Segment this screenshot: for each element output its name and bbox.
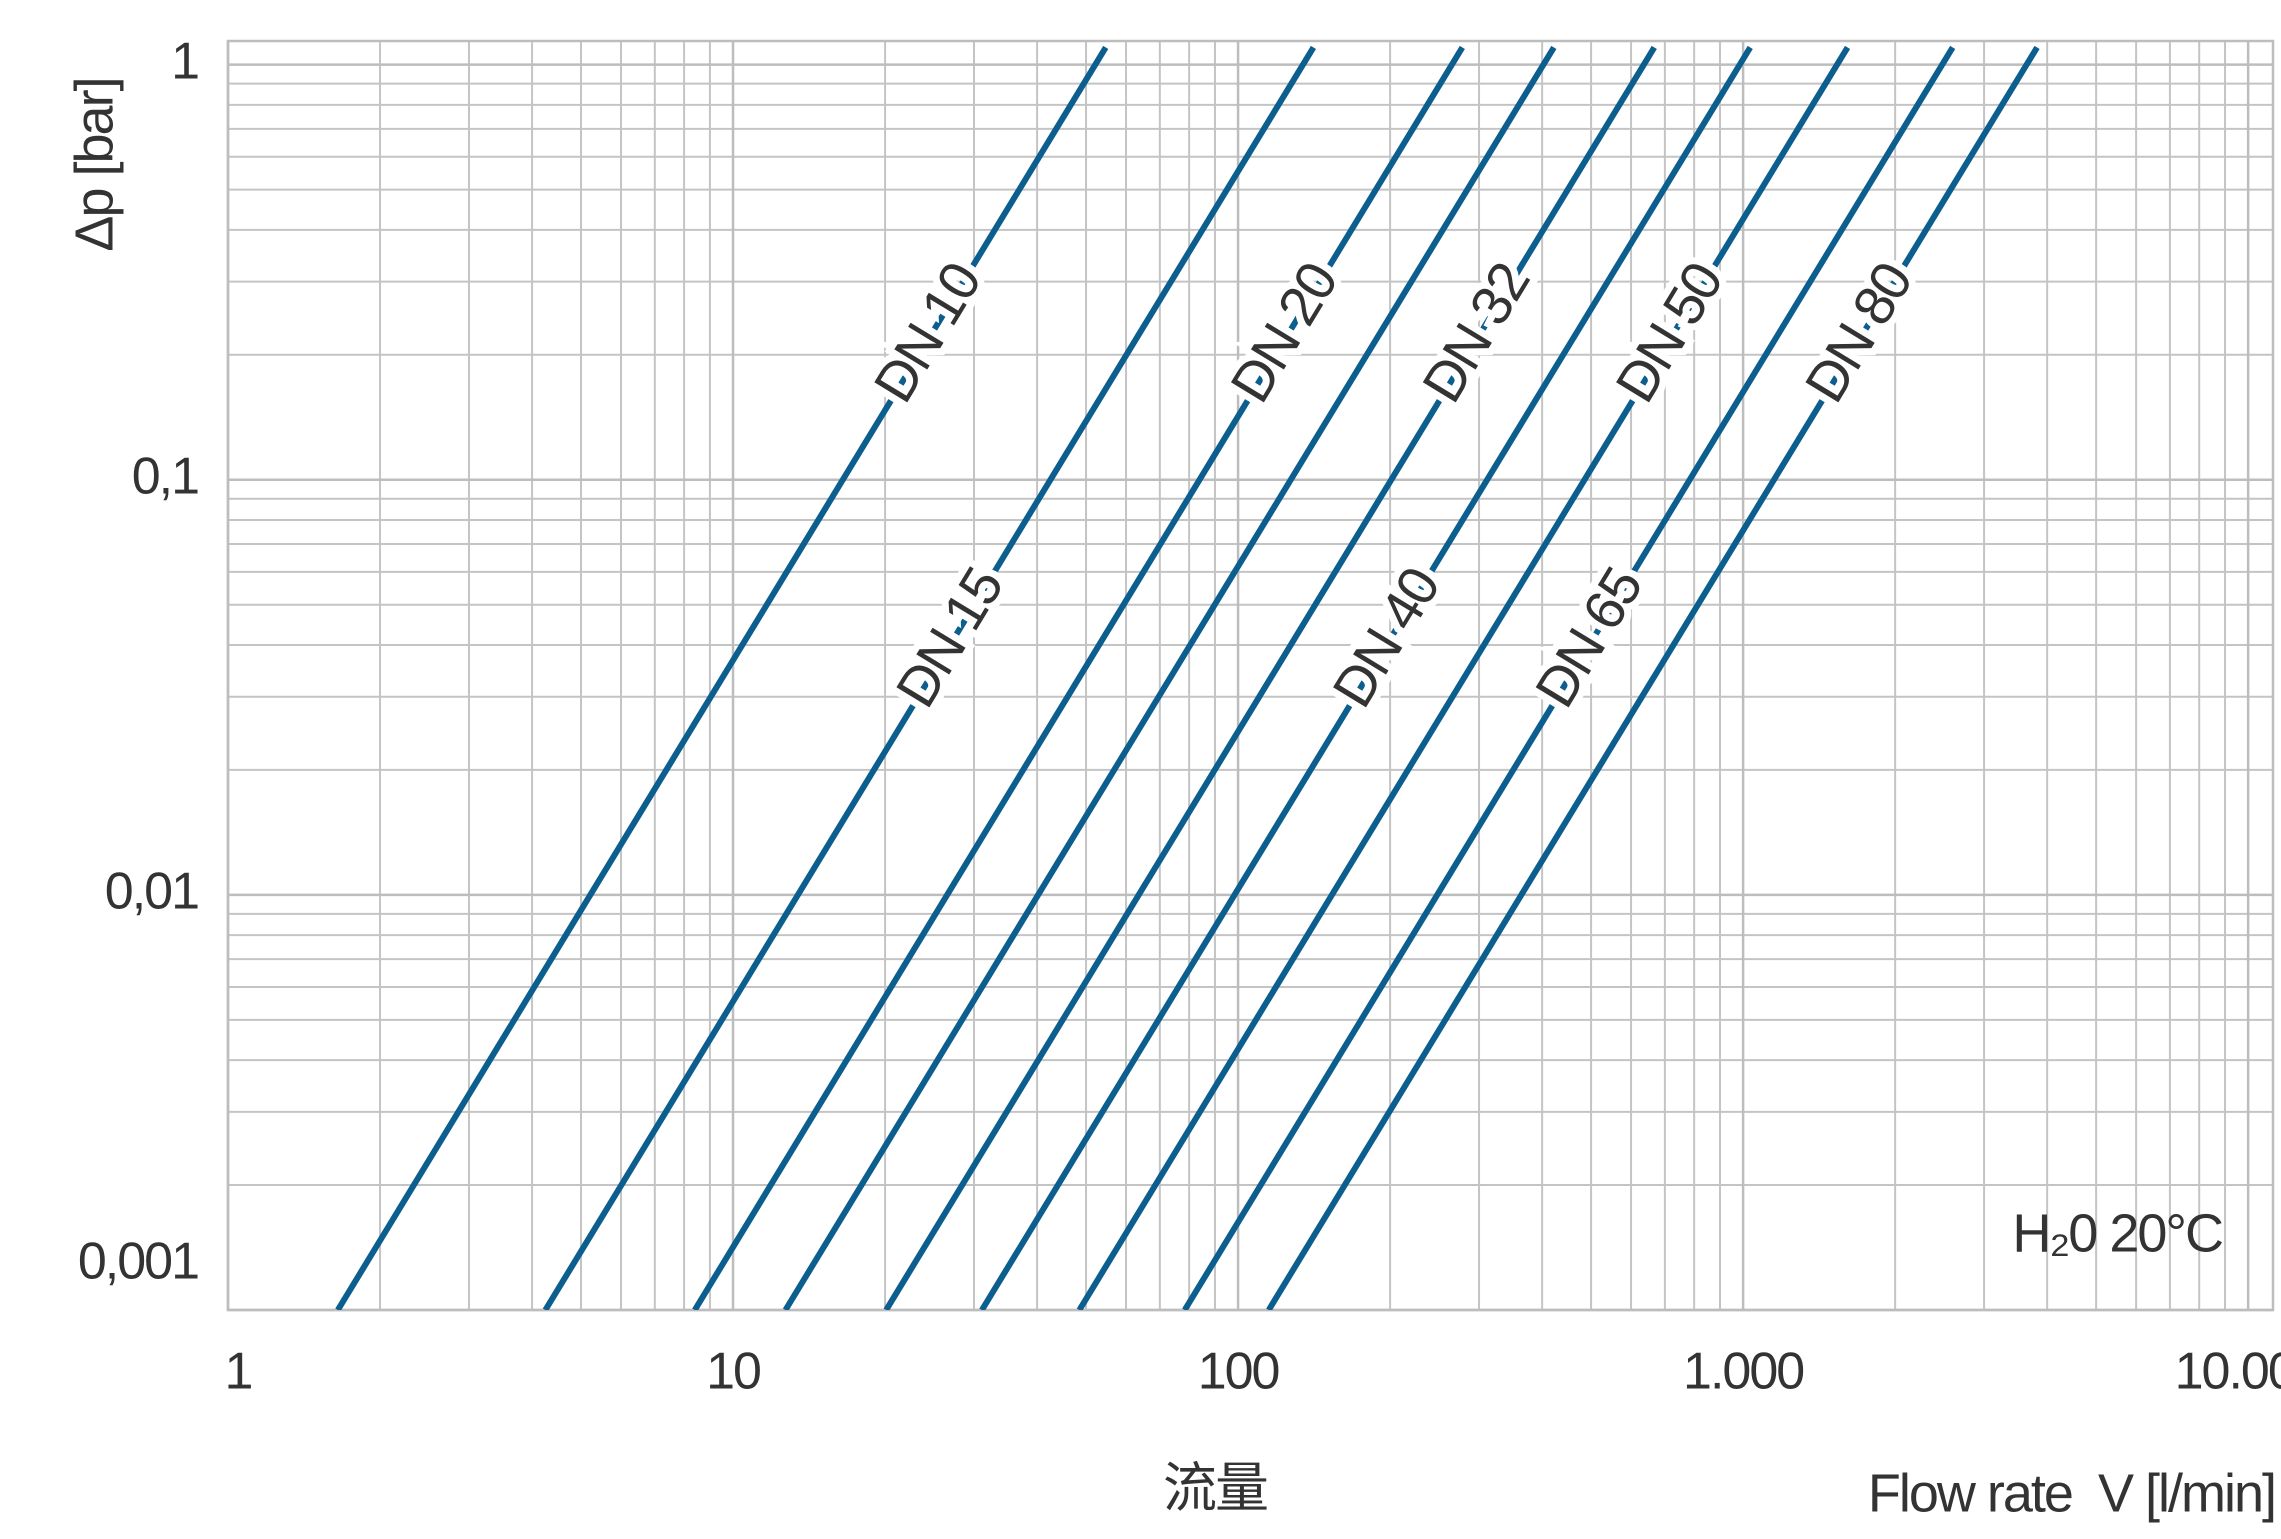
grid xyxy=(226,39,2275,1312)
y-tick-label: 0,01 xyxy=(105,863,198,921)
y-tick-label: 0,1 xyxy=(132,447,198,505)
series-line xyxy=(883,45,1657,1310)
series-label: DN 32 xyxy=(1410,253,1541,413)
series-line xyxy=(692,45,1465,1310)
series-line xyxy=(1076,45,1851,1310)
x-tick-label: 10 xyxy=(706,1343,760,1401)
x-tick-label: 100 xyxy=(1198,1343,1279,1401)
plot-area xyxy=(335,45,2040,1310)
plot-frame xyxy=(226,39,2275,1312)
series-label: DN 50 xyxy=(1603,253,1734,413)
x-axis-label-cn: 流量 xyxy=(1163,1458,1267,1518)
series-label: DN 15 xyxy=(883,558,1014,718)
series-line xyxy=(782,45,1557,1310)
series-label: DN 10 xyxy=(861,253,992,413)
series-line xyxy=(335,45,1109,1310)
annotation: H₂0 20°C xyxy=(2012,1203,2222,1263)
x-tick-label: 1 xyxy=(225,1343,252,1401)
series-line xyxy=(1266,45,2040,1310)
x-tick-label: 10.000 xyxy=(2175,1343,2281,1401)
series-line xyxy=(542,45,1316,1310)
y-tick-label: 0,001 xyxy=(78,1233,198,1291)
y-axis-label: Δp [bar] xyxy=(64,78,124,251)
series-label: DN 40 xyxy=(1320,558,1451,718)
series-line xyxy=(1182,45,1956,1310)
y-tick-label: 1 xyxy=(171,32,198,90)
series-line xyxy=(979,45,1753,1310)
x-axis-label: Flow rate V [l/min] xyxy=(1868,1463,2275,1523)
x-tick-label: 1.000 xyxy=(1683,1343,1803,1401)
